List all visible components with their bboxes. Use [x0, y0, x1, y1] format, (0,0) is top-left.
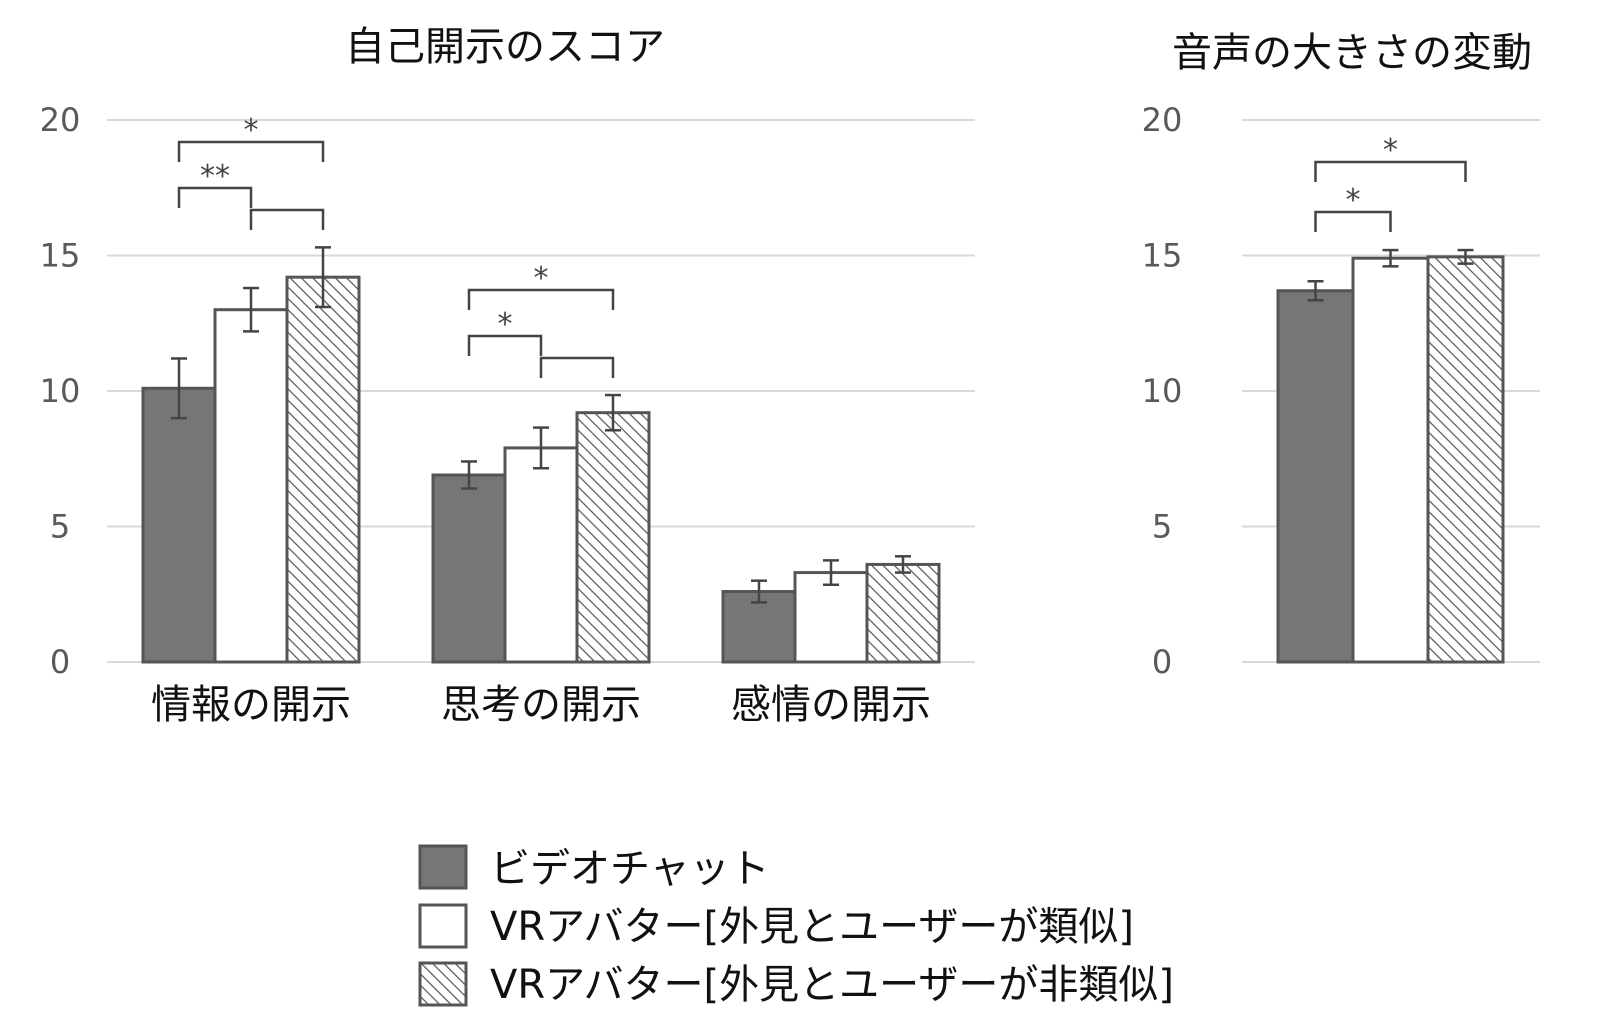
y-tick-label-0: 0	[1152, 643, 1172, 681]
significance-bracket-1-4	[467, 334, 543, 356]
category-label-2: 感情の開示	[731, 682, 931, 728]
chart-title-voice-volume: 音声の大きさの変動	[1172, 30, 1532, 76]
legend-item-video-chat: ビデオチャット	[418, 844, 770, 892]
bar-hatched-2	[865, 562, 941, 664]
bar-white-0	[1351, 256, 1430, 664]
bars	[1276, 255, 1505, 664]
y-tick-label-15: 15	[40, 237, 81, 275]
significance-label-1-4: *	[498, 307, 513, 342]
bar-white-0	[213, 308, 289, 664]
significance-brackets: **	[1314, 133, 1467, 232]
significance-label-1-3: *	[534, 261, 549, 296]
significance-bracket-1-3	[467, 288, 615, 310]
category-label-1: 思考の開示	[441, 682, 641, 728]
legend-label: ビデオチャット	[490, 846, 770, 892]
legend-swatch-hatched	[418, 961, 468, 1007]
significance-bracket-1-5	[539, 356, 615, 378]
y-tick-label-5: 5	[50, 508, 70, 546]
significance-bracket-0-0	[177, 140, 325, 162]
significance-bracket-0-0	[1314, 160, 1467, 182]
significance-brackets: *****	[177, 113, 615, 378]
bar-dark-0	[141, 386, 217, 664]
significance-label-0-0: *	[244, 113, 259, 148]
y-tick-label-5: 5	[1152, 508, 1172, 546]
bars	[141, 275, 941, 664]
category-label-0: 情報の開示	[151, 682, 351, 728]
bar-hatched-0	[1426, 255, 1505, 664]
error-bars	[1307, 248, 1474, 302]
y-tick-labels: 0 5 10 15 20	[40, 101, 81, 681]
bar-dark-0	[1276, 289, 1355, 664]
legend: ビデオチャット VRアバター[外見とユーザーが類似] VRアバター[外見とユーザ…	[418, 844, 1174, 1008]
y-tick-label-20: 20	[40, 101, 81, 139]
significance-bracket-0-1	[1314, 210, 1392, 232]
significance-label-0-1: **	[200, 159, 230, 194]
y-tick-label-20: 20	[1142, 101, 1183, 139]
legend-label: VRアバター[外見とユーザーが非類似]	[490, 962, 1174, 1008]
bar-hatched-1	[575, 411, 651, 664]
y-tick-labels: 0 5 10 15 20	[1142, 101, 1183, 681]
legend-item-vr-dissimilar: VRアバター[外見とユーザーが非類似]	[418, 961, 1174, 1008]
y-tick-label-15: 15	[1142, 237, 1183, 275]
bar-hatched-0	[285, 275, 361, 664]
significance-label-0-1: *	[1346, 183, 1361, 218]
bar-white-1	[503, 446, 579, 664]
legend-label: VRアバター[外見とユーザーが類似]	[490, 904, 1134, 950]
significance-bracket-0-1	[177, 186, 253, 208]
category-labels: 情報の開示 思考の開示 感情の開示	[151, 682, 931, 728]
error-bars	[171, 246, 911, 604]
y-tick-label-0: 0	[50, 643, 70, 681]
significance-bracket-0-2	[249, 208, 325, 230]
legend-swatch-white	[418, 903, 468, 949]
significance-label-0-0: *	[1383, 133, 1398, 168]
y-tick-label-10: 10	[40, 372, 81, 410]
y-tick-label-10: 10	[1142, 372, 1183, 410]
legend-swatch-dark	[418, 844, 468, 890]
bar-dark-1	[431, 473, 507, 664]
legend-item-vr-similar: VRアバター[外見とユーザーが類似]	[418, 903, 1134, 950]
chart-title-self-disclosure: 自己開示のスコア	[345, 24, 665, 70]
